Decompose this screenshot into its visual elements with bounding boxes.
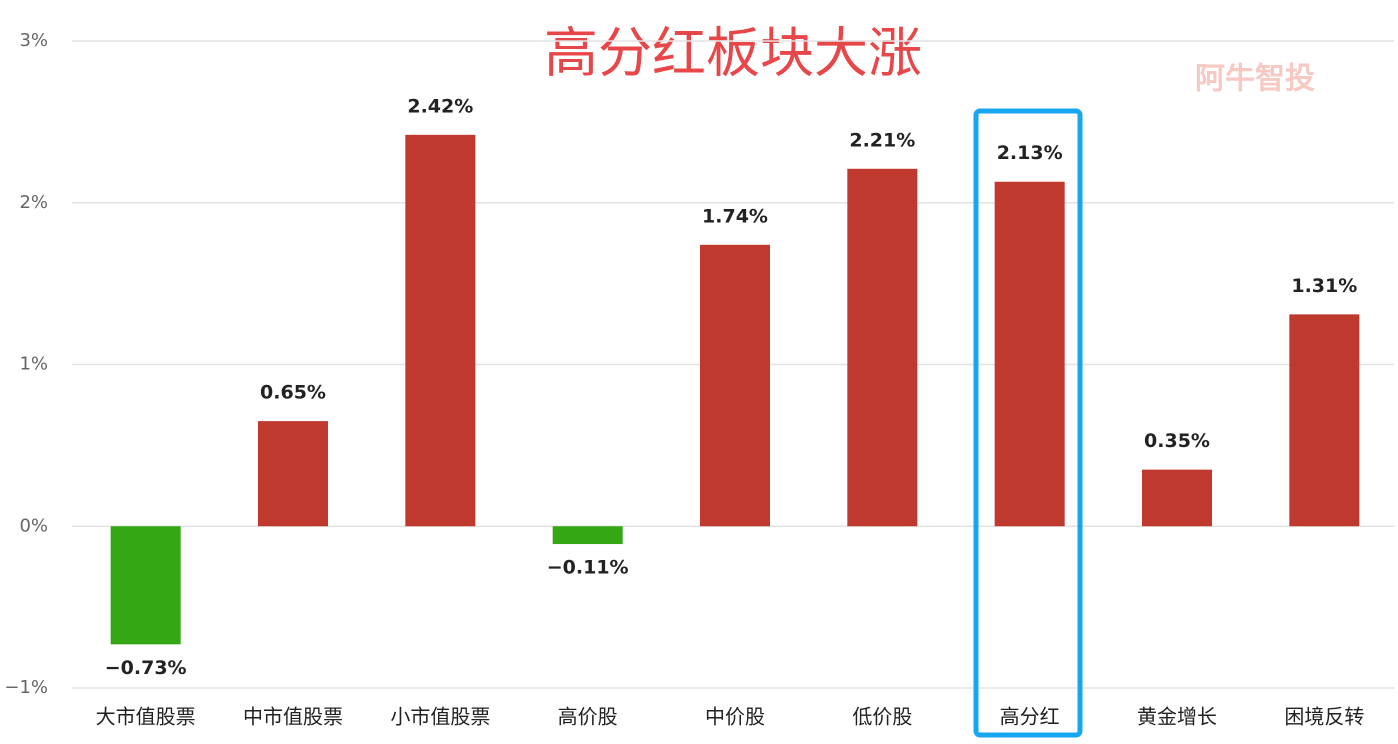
y-tick-label: 1% bbox=[19, 354, 48, 375]
value-label: −0.11% bbox=[547, 557, 629, 579]
x-tick-label: 高价股 bbox=[558, 705, 618, 729]
chart-title: 高分红板块大涨 bbox=[544, 22, 922, 85]
value-label: −0.73% bbox=[105, 657, 187, 679]
x-tick-label: 高分红 bbox=[1000, 705, 1060, 729]
value-label: 1.31% bbox=[1291, 275, 1357, 297]
bar bbox=[847, 168, 918, 527]
value-label: 2.13% bbox=[997, 142, 1063, 164]
bar bbox=[700, 244, 770, 527]
y-tick-label: 0% bbox=[19, 515, 48, 536]
x-tick-label: 困境反转 bbox=[1284, 705, 1364, 729]
highlight-box bbox=[973, 108, 1083, 738]
bar bbox=[1142, 469, 1212, 527]
x-tick-label: 中市值股票 bbox=[243, 705, 343, 729]
value-label: 2.21% bbox=[849, 129, 915, 151]
bar bbox=[552, 526, 623, 545]
watermark: 阿牛智投 bbox=[1195, 62, 1315, 97]
value-label: 1.74% bbox=[702, 205, 768, 227]
y-tick-label: 2% bbox=[19, 192, 48, 213]
x-tick-label: 低价股 bbox=[852, 705, 912, 729]
plot: −1% 0% 1% 2% 3% 大市值股票 −0.73% 中市值股票 0.65% 小市值股票 2.4… bbox=[4, 30, 1394, 729]
bar bbox=[110, 526, 181, 645]
x-tick-label: 大市值股票 bbox=[96, 705, 196, 729]
value-label: 0.35% bbox=[1144, 430, 1210, 452]
x-tick-label: 中价股 bbox=[705, 705, 765, 729]
value-label: 0.65% bbox=[260, 382, 326, 404]
value-label: 2.42% bbox=[407, 95, 473, 117]
bar bbox=[1289, 314, 1360, 527]
y-tick-label: −1% bbox=[4, 677, 48, 698]
x-tick-label: 黄金增长 bbox=[1137, 705, 1217, 729]
bar bbox=[258, 421, 328, 527]
bar bbox=[994, 181, 1065, 527]
x-tick-label: 小市值股票 bbox=[390, 705, 490, 729]
y-tick-label: 3% bbox=[19, 30, 48, 51]
bar bbox=[405, 134, 476, 527]
